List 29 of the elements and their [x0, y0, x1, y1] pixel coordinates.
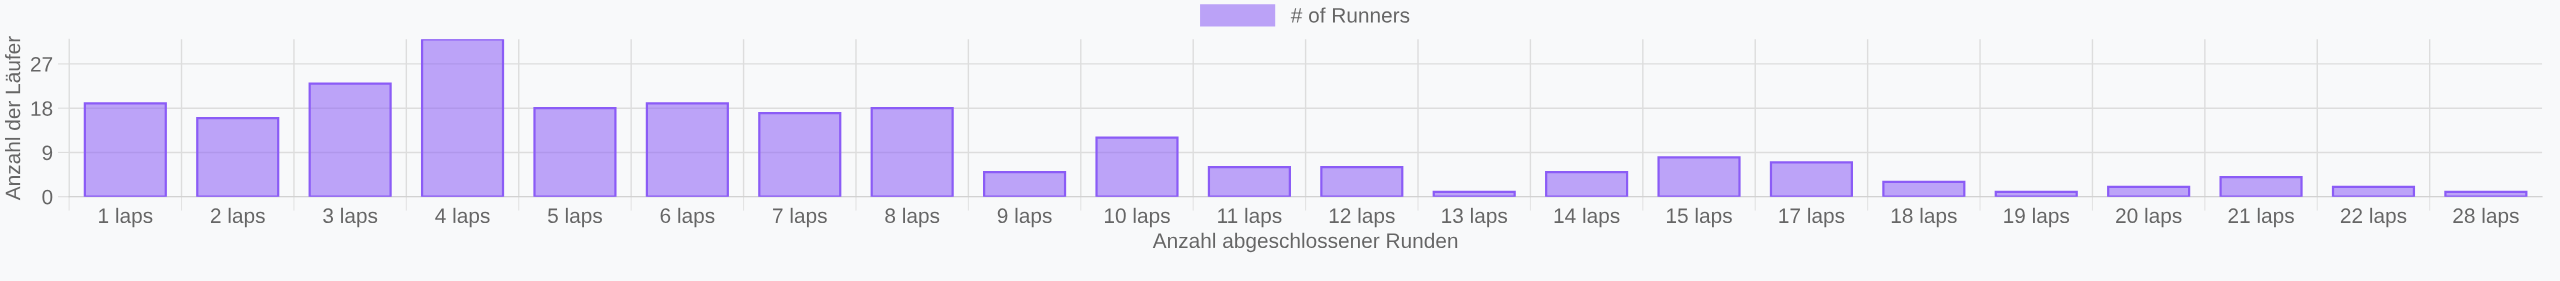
x-axis-title: Anzahl abgeschlossener Runden [1152, 232, 1458, 253]
x-tick-label: 8 laps [885, 207, 940, 228]
x-tick-label: 6 laps [660, 207, 715, 228]
y-tick-label: 27 [31, 56, 53, 72]
x-tick-label: 17 laps [1779, 207, 1845, 228]
x-tick-label: 19 laps [2004, 207, 2070, 228]
x-tick-label: 7 laps [773, 207, 827, 228]
y-tick-label: 18 [31, 101, 53, 116]
x-tick-label: 11 laps [1218, 207, 1282, 228]
x-tick-label: 3 laps [323, 207, 378, 228]
x-tick-label: 21 laps [2228, 207, 2294, 228]
x-tick-label: 12 laps [1329, 207, 1395, 228]
legend-label: # of Runners [1290, 7, 1410, 23]
y-axis-title: Anzahl der Läufer [5, 36, 21, 201]
x-tick-label: 10 laps [1104, 207, 1170, 228]
x-tick-label: 9 laps [997, 207, 1052, 228]
x-tick-label: 4 laps [435, 207, 490, 228]
x-tick-label: 1 laps [99, 207, 153, 228]
x-tick-label: 14 laps [1554, 207, 1620, 228]
x-tick-label: 2 laps [210, 207, 265, 228]
x-tick-label: 22 laps [2340, 207, 2407, 228]
x-tick-label: 5 laps [547, 207, 602, 228]
x-tick-label: 18 laps [1891, 207, 1957, 228]
x-tick-label: 15 laps [1667, 207, 1732, 228]
x-tick-label: 13 laps [1442, 207, 1508, 228]
y-tick-label: 9 [42, 145, 53, 161]
y-tick-label: 0 [42, 189, 53, 205]
x-tick-label: 20 laps [2116, 207, 2182, 228]
x-tick-label: 28 laps [2453, 207, 2519, 228]
